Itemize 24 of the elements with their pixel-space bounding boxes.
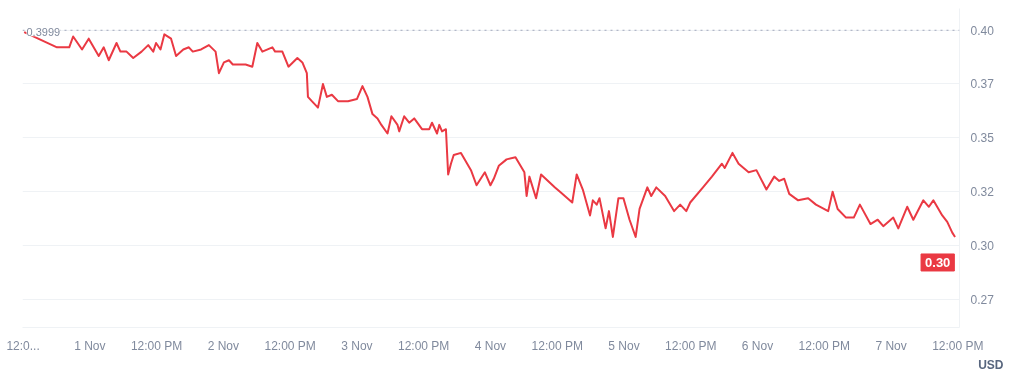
y-tick-label: 0.35 (970, 131, 995, 146)
x-tick-label: 4 Nov (474, 338, 507, 353)
y-tick-label: 0.32 (970, 185, 995, 200)
x-tick-label: 12:00 PM (798, 338, 850, 353)
y-tick-label: 0.27 (970, 292, 995, 307)
x-tick-label: 6 Nov (741, 338, 774, 353)
x-tick-label: 12:00 PM (932, 338, 984, 353)
x-tick-label: 5 Nov (608, 338, 640, 353)
annotation: 0.30 (925, 254, 951, 270)
x-tick-label: 12:00 PM (397, 338, 450, 353)
y-tick-label: 0.40 (970, 23, 995, 38)
ref-line-label: 0.3999 (26, 26, 61, 39)
y-tick-label: 0.30 (970, 239, 995, 254)
x-tick-label: 12:0... (6, 338, 40, 353)
x-tick-label: 12:00 PM (531, 338, 583, 353)
y-axis-title: USD (978, 357, 1004, 371)
x-tick-label: 1 Nov (74, 338, 106, 353)
x-tick-label: 7 Nov (875, 338, 907, 353)
x-tick-label: 3 Nov (341, 338, 373, 353)
y-tick-label: 0.37 (970, 77, 995, 92)
x-tick-label: 12:00 PM (264, 338, 316, 353)
x-tick-label: 12:00 PM (130, 338, 183, 353)
x-tick-label: 2 Nov (207, 338, 240, 353)
x-tick-label: 12:00 PM (665, 338, 717, 353)
